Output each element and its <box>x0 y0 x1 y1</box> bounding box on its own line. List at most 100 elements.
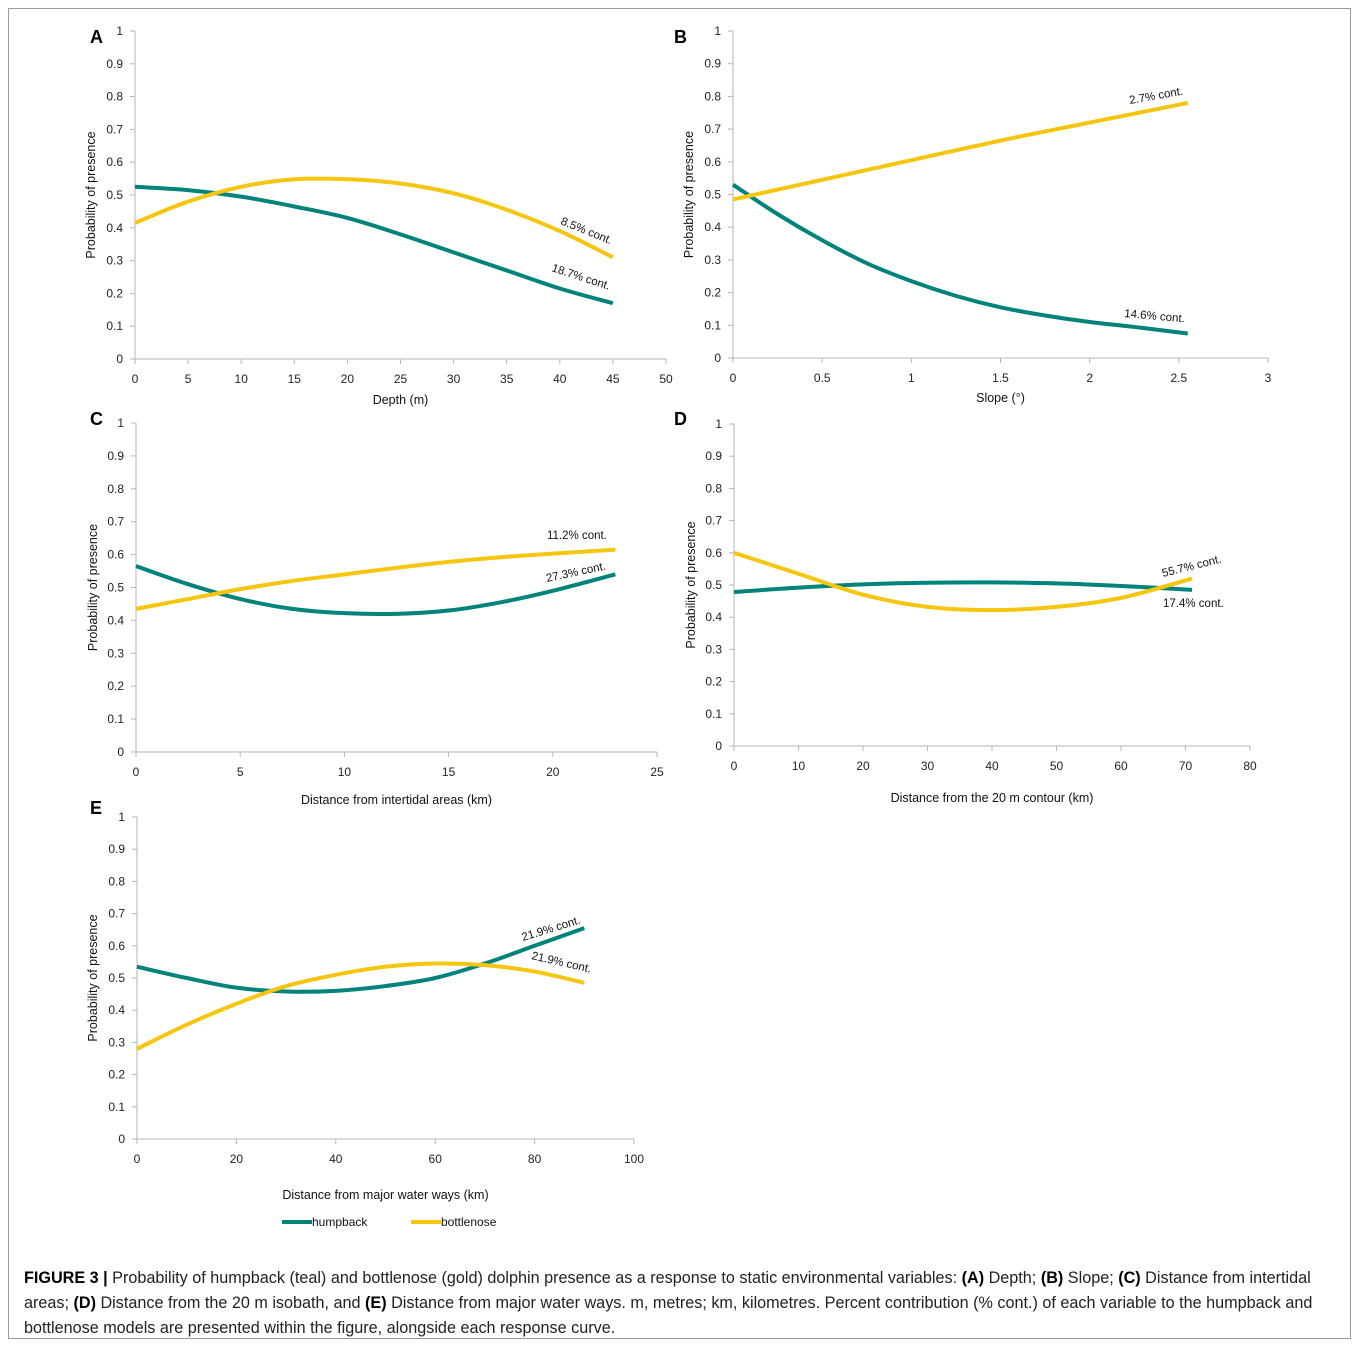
x-tick-label: 70 <box>1179 759 1193 773</box>
y-tick-label: 0.4 <box>107 613 124 627</box>
x-tick-label: 10 <box>338 765 352 779</box>
y-tick-label: 0.1 <box>705 707 722 721</box>
x-tick-label: 0 <box>730 371 737 385</box>
y-tick-label: 0.9 <box>704 57 721 71</box>
x-tick-label: 40 <box>329 1152 343 1166</box>
y-tick-label: 0.3 <box>704 253 721 267</box>
panel-letter: D <box>674 409 687 429</box>
x-tick-label: 25 <box>394 372 408 386</box>
chart-panel-a: A00.10.20.30.40.50.60.70.80.910 5 10 15 20 25… <box>84 24 673 407</box>
x-tick-label: 15 <box>288 372 302 386</box>
caption-panel-ref: (B) <box>1040 1269 1064 1287</box>
y-tick-label: 0.7 <box>704 122 721 136</box>
series-line-humpback <box>731 183 1188 336</box>
panel-letter: C <box>90 409 103 429</box>
y-tick-label: 0.3 <box>108 1035 125 1049</box>
figure-frame <box>8 8 1351 1339</box>
x-tick-label: 20 <box>546 765 560 779</box>
x-tick-label: 30 <box>447 372 461 386</box>
y-tick-label: 0.6 <box>107 548 124 562</box>
x-tick-label: 0 <box>132 372 139 386</box>
x-axis-label: Distance from major water ways (km) <box>282 1188 488 1202</box>
chart-panel-d: D00.10.20.30.40.50.60.70.80.910 10 20 30 40 5… <box>674 409 1257 805</box>
y-axis-label: Probability of presence <box>84 131 98 258</box>
y-tick-label: 0.5 <box>106 188 123 202</box>
series-line-humpback <box>136 926 585 994</box>
y-tick-label: 0.7 <box>107 515 124 529</box>
x-tick-label: 40 <box>985 759 999 773</box>
y-tick-label: 0.5 <box>704 188 721 202</box>
y-tick-label: 0.5 <box>108 971 125 985</box>
panel-letter: A <box>90 27 103 47</box>
y-tick-label: 0 <box>715 739 722 753</box>
x-tick-label: 2 <box>1086 371 1093 385</box>
x-tick-label: 0 <box>134 1152 141 1166</box>
y-tick-label: 0.4 <box>704 220 721 234</box>
y-axis-label: Probability of presence <box>684 521 698 648</box>
panel-letter: B <box>674 27 687 47</box>
legend: humpback bottlenose <box>282 1215 497 1229</box>
y-tick-label: 0 <box>118 1132 125 1146</box>
series-line-bottlenose <box>733 550 1193 613</box>
y-tick-label: 1 <box>116 24 123 38</box>
x-tick-label: 0 <box>133 765 140 779</box>
annotation-bottlenose: 11.2% cont. <box>547 530 607 542</box>
y-tick-label: 1 <box>715 417 722 431</box>
x-tick-label: 40 <box>553 372 567 386</box>
annotation-humpback: 17.4% cont. <box>1163 598 1224 610</box>
figure-caption: FIGURE 3 | Probability of humpback (teal… <box>24 1266 1342 1341</box>
figure-charts: A00.10.20.30.40.50.60.70.80.910 5 10 15 20 25… <box>84 24 1272 1229</box>
y-tick-label: 0 <box>714 351 721 365</box>
chart-panel-e: E 0 0.1 0.2 0.3 0.4 0.5 0.6 0.7 0.8 0.9 1 0 20 40 60 80 1… <box>86 798 644 1202</box>
x-tick-label: 5 <box>237 765 244 779</box>
y-axis-label: Probability of presence <box>682 131 696 258</box>
x-tick-label: 30 <box>921 759 935 773</box>
figure-label: FIGURE 3 | <box>24 1269 108 1287</box>
x-tick-label: 60 <box>429 1152 443 1166</box>
series-line-humpback <box>733 580 1193 595</box>
panel-letter: E <box>90 798 102 818</box>
y-axis-label: Probability of presence <box>86 914 100 1041</box>
annotation-bottlenose: 55.7% cont. <box>1161 554 1223 580</box>
y-tick-label: 0.7 <box>705 514 722 528</box>
x-tick-label: 0.5 <box>814 371 831 385</box>
y-tick-label: 0.9 <box>106 57 123 71</box>
x-tick-label: 25 <box>650 765 664 779</box>
y-tick-label: 1 <box>117 416 124 430</box>
x-tick-label: 10 <box>792 759 806 773</box>
y-tick-label: 0.7 <box>106 122 123 136</box>
y-axis-label: Probability of presence <box>86 524 100 651</box>
x-tick-label: 100 <box>624 1152 644 1166</box>
y-tick-label: 0.2 <box>108 1068 125 1082</box>
x-tick-label: 10 <box>235 372 249 386</box>
caption-text: Distance from intertidal areas; <box>24 1269 1311 1312</box>
series-line-bottlenose <box>136 961 585 1051</box>
caption-text: Probability of humpback (teal) and bottl… <box>107 1269 962 1287</box>
y-tick-label: 0.6 <box>704 155 721 169</box>
y-tick-label: 0.2 <box>107 679 124 693</box>
y-tick-label: 0 <box>116 352 123 366</box>
chart-panel-b: B 0 0.1 0.2 0.3 0.4 0.5 0.6 0.7 0.8 0.9 1 0 0.5 1 1.5 2 2… <box>674 24 1272 405</box>
y-tick-label: 0.2 <box>704 286 721 300</box>
y-tick-label: 0.8 <box>704 89 721 103</box>
y-tick-label: 0.3 <box>705 642 722 656</box>
y-tick-label: 0.1 <box>108 1100 125 1114</box>
caption-panel-ref: (D) <box>73 1294 96 1312</box>
x-tick-label: 20 <box>856 759 870 773</box>
y-tick-label: 0.3 <box>107 646 124 660</box>
caption-text: Slope; <box>1063 1269 1119 1287</box>
x-tick-label: 50 <box>659 372 673 386</box>
x-tick-label: 80 <box>528 1152 542 1166</box>
x-tick-label: 5 <box>185 372 192 386</box>
y-tick-label: 0.1 <box>704 318 721 332</box>
caption-text: Depth; <box>984 1269 1041 1287</box>
annotation-humpback: 27.3% cont. <box>545 561 607 585</box>
caption-text: Distance from the 20 m isobath, and <box>95 1294 366 1312</box>
y-tick-label: 0.1 <box>107 712 124 726</box>
y-tick-label: 0.6 <box>705 546 722 560</box>
legend-label-bottlenose: bottlenose <box>441 1215 497 1229</box>
x-tick-label: 15 <box>442 765 456 779</box>
x-tick-label: 1 <box>908 371 915 385</box>
y-tick-label: 0.4 <box>108 1003 125 1017</box>
y-tick-label: 0.3 <box>106 254 123 268</box>
